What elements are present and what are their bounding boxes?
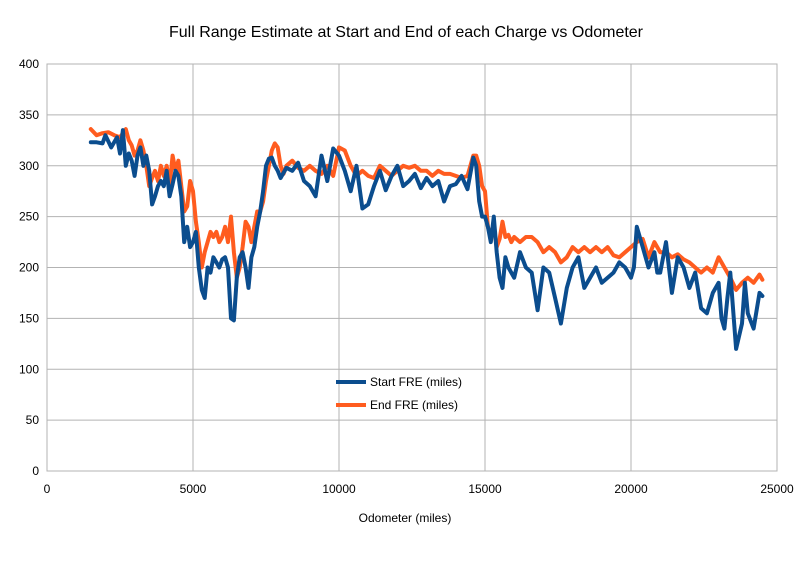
- x-axis-label: Odometer (miles): [359, 511, 452, 525]
- x-axis-ticks: 0 5000 10000 15000 20000 25000: [44, 482, 794, 496]
- y-tick-label: 200: [19, 261, 39, 275]
- y-tick-label: 350: [19, 108, 39, 122]
- x-tick-label: 0: [44, 482, 51, 496]
- y-tick-label: 0: [32, 464, 39, 478]
- x-tick-label: 25000: [760, 482, 794, 496]
- y-tick-label: 100: [19, 362, 39, 376]
- x-tick-label: 20000: [614, 482, 648, 496]
- y-axis-ticks: 0 50 100 150 200 250 300 350 400: [19, 57, 39, 478]
- y-tick-label: 250: [19, 210, 39, 224]
- plot-area-border: [46, 63, 778, 472]
- y-tick-label: 300: [19, 159, 39, 173]
- y-tick-label: 400: [19, 57, 39, 71]
- x-tick-label: 10000: [322, 482, 356, 496]
- chart-title: Full Range Estimate at Start and End of …: [169, 24, 644, 41]
- legend-label: Start FRE (miles): [370, 375, 462, 389]
- grid-lines: [46, 63, 778, 472]
- series-line-start-fre: [88, 128, 765, 351]
- legend: Start FRE (miles) End FRE (miles): [336, 375, 462, 412]
- y-tick-label: 150: [19, 311, 39, 325]
- series-lines: [88, 127, 765, 351]
- x-tick-label: 5000: [180, 482, 207, 496]
- x-tick-label: 15000: [468, 482, 502, 496]
- y-tick-label: 50: [26, 413, 40, 427]
- legend-label: End FRE (miles): [370, 398, 458, 412]
